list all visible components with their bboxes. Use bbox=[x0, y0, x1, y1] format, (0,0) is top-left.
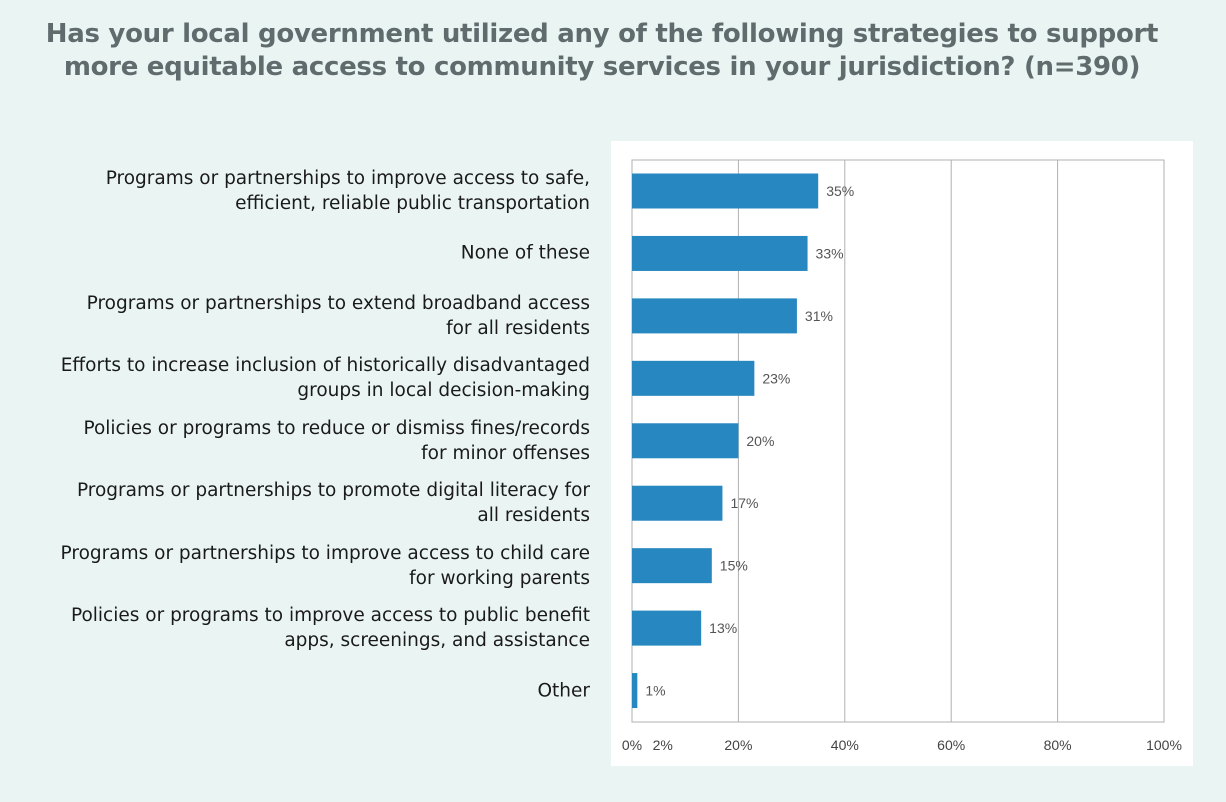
chart-title-line-2: more equitable access to community servi… bbox=[63, 52, 1141, 82]
category-label: Policies or programs to improve access t… bbox=[0, 603, 590, 653]
category-label-line: Policies or programs to reduce or dismis… bbox=[83, 417, 590, 439]
bar bbox=[632, 360, 755, 396]
category-label-line: Policies or programs to improve access t… bbox=[70, 605, 590, 627]
category-label-line: Programs or partnerships to improve acce… bbox=[60, 542, 590, 564]
category-label-line: Other bbox=[537, 680, 590, 702]
category-label: Efforts to increase inclusion of histori… bbox=[0, 353, 590, 403]
category-label: Programs or partnerships to improve acce… bbox=[0, 166, 590, 216]
x-tick-label: 60% bbox=[937, 737, 965, 753]
bar bbox=[632, 423, 739, 459]
data-label: 33% bbox=[816, 245, 844, 261]
category-label-line: Programs or partnerships to extend broad… bbox=[86, 292, 590, 314]
category-label: None of these bbox=[0, 241, 590, 266]
category-label: Policies or programs to reduce or dismis… bbox=[0, 416, 590, 466]
category-label: Programs or partnerships to promote digi… bbox=[0, 478, 590, 528]
data-label: 35% bbox=[826, 183, 854, 199]
category-label-line: apps, screenings, and assistance bbox=[284, 630, 590, 652]
x-tick-label: 2% bbox=[653, 737, 673, 753]
bar bbox=[632, 610, 702, 646]
category-label-line: efficient, reliable public transportatio… bbox=[235, 193, 590, 214]
x-tick-label: 40% bbox=[831, 737, 859, 753]
data-label: 1% bbox=[645, 683, 665, 699]
chart-title-line-1: Has your local government utilized any o… bbox=[45, 19, 1159, 49]
category-label-line: for minor offenses bbox=[421, 442, 590, 464]
category-labels: Programs or partnerships to improve acce… bbox=[0, 0, 590, 802]
data-label: 17% bbox=[730, 495, 758, 511]
bar bbox=[632, 235, 808, 271]
x-tick-label: 100% bbox=[1146, 737, 1182, 753]
bar bbox=[632, 485, 723, 521]
bar bbox=[632, 298, 797, 334]
data-label: 13% bbox=[709, 620, 737, 636]
data-label: 20% bbox=[746, 433, 774, 449]
data-label: 31% bbox=[805, 308, 833, 324]
x-tick-label: 20% bbox=[724, 737, 752, 753]
category-label-line: for all residents bbox=[446, 317, 590, 339]
chart-title: Has your local government utilized any o… bbox=[0, 18, 1204, 84]
category-label-line: all residents bbox=[477, 505, 590, 527]
bar bbox=[632, 548, 712, 584]
category-label-line: Programs or partnerships to improve acce… bbox=[105, 168, 590, 189]
x-tick-label: 80% bbox=[1044, 737, 1072, 753]
category-label-line: groups in local decision-making bbox=[297, 380, 590, 402]
category-label: Other bbox=[0, 678, 590, 703]
category-label: Programs or partnerships to extend broad… bbox=[0, 291, 590, 341]
category-label-line: None of these bbox=[460, 242, 590, 264]
category-label: Programs or partnerships to improve acce… bbox=[0, 541, 590, 591]
category-label-line: for working parents bbox=[409, 567, 590, 589]
data-label: 23% bbox=[762, 370, 790, 386]
bar bbox=[632, 673, 638, 709]
category-label-line: Efforts to increase inclusion of histori… bbox=[60, 355, 590, 377]
x-tick-label: 0% bbox=[622, 737, 642, 753]
bar bbox=[632, 173, 819, 209]
data-label: 15% bbox=[720, 558, 748, 574]
category-label-line: Programs or partnerships to promote digi… bbox=[76, 480, 590, 502]
